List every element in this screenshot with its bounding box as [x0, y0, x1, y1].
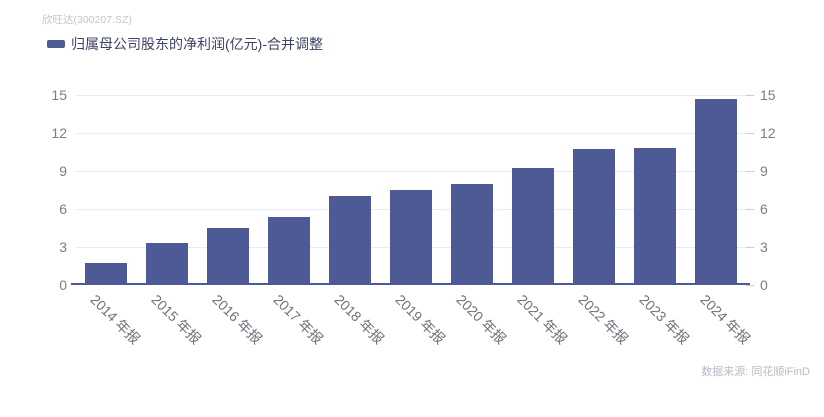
bar-2018年报[interactable]	[328, 196, 371, 285]
bar-2015年报[interactable]	[145, 243, 188, 285]
x-axis-label: 2017 年报	[269, 291, 326, 348]
y-axis-label-right: 9	[760, 163, 768, 179]
x-axis-label: 2020 年报	[452, 291, 509, 348]
y-axis-label-right: 3	[760, 239, 768, 255]
y-axis-label-left: 9	[59, 163, 67, 179]
legend-item[interactable]: 归属母公司股东的净利润(亿元)-合并调整	[47, 36, 323, 52]
chart-title: 欣旺达(300207.SZ)	[42, 14, 132, 26]
gridline	[75, 170, 746, 172]
y-axis-label-left: 0	[59, 277, 67, 293]
legend-label: 归属母公司股东的净利润(亿元)-合并调整	[71, 36, 323, 52]
y-axis-tick	[746, 170, 754, 172]
y-axis-label-left: 15	[51, 87, 67, 103]
y-axis-tick	[746, 246, 754, 248]
bar-2016年报[interactable]	[206, 228, 249, 285]
y-axis-label-left: 6	[59, 201, 67, 217]
x-axis-label: 2016 年报	[208, 291, 265, 348]
y-axis-label-right: 15	[760, 87, 776, 103]
x-axis-label: 2022 年报	[574, 291, 631, 348]
x-axis-label: 2024 年报	[696, 291, 753, 348]
bar-2020年报[interactable]	[450, 183, 493, 285]
bar-2019年报[interactable]	[389, 190, 432, 285]
y-axis-label-left: 3	[59, 239, 67, 255]
y-axis-tick	[746, 94, 754, 96]
y-axis-label-right: 6	[760, 201, 768, 217]
y-axis-tick	[746, 132, 754, 134]
gridline	[75, 132, 746, 134]
bar-2017年报[interactable]	[267, 216, 310, 285]
x-axis-label: 2014 年报	[86, 291, 143, 348]
legend-swatch-icon	[47, 40, 65, 48]
bar-2022年报[interactable]	[572, 149, 615, 285]
gridline	[75, 94, 746, 96]
data-source-label: 数据来源: 同花顺iFinD	[701, 366, 810, 378]
bar-2021年报[interactable]	[511, 168, 554, 285]
y-axis-label-right: 12	[760, 125, 776, 141]
y-axis-tick	[746, 284, 754, 286]
legend: 归属母公司股东的净利润(亿元)-合并调整	[47, 36, 323, 52]
y-axis-tick	[746, 208, 754, 210]
x-axis-label: 2021 年报	[513, 291, 570, 348]
x-axis-label: 2023 年报	[635, 291, 692, 348]
y-axis-label-right: 0	[760, 277, 768, 293]
y-axis-label-left: 12	[51, 125, 67, 141]
bar-2023年报[interactable]	[633, 148, 676, 285]
bar-2024年报[interactable]	[694, 98, 737, 285]
x-axis-label: 2018 年报	[330, 291, 387, 348]
x-axis-label: 2015 年报	[147, 291, 204, 348]
plot-area: 0 0 3 3 6 6 9 9 12 12 15 15 2014 年报 2015 年报 2016 年报 201…	[51, 87, 775, 347]
x-axis-line	[71, 283, 750, 285]
bar-2014年报[interactable]	[84, 263, 127, 285]
x-axis-label: 2019 年报	[391, 291, 448, 348]
